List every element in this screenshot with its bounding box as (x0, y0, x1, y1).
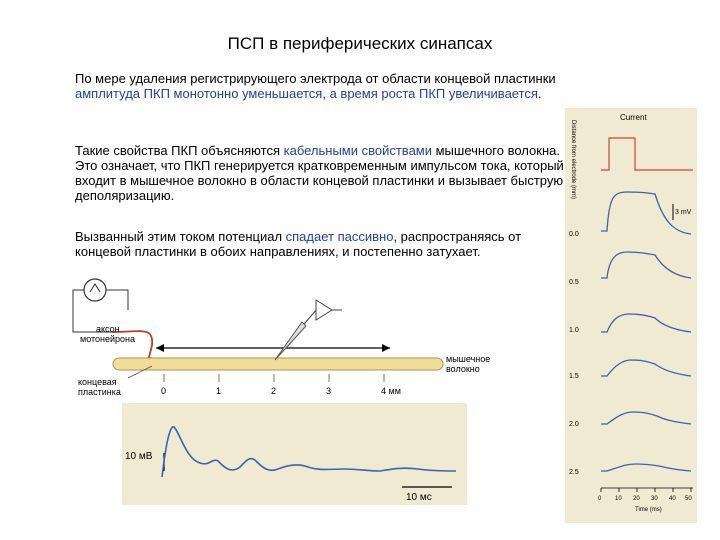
trace-1-5mm (601, 359, 692, 377)
current-pulse (601, 137, 693, 171)
trace-scale-time: 10 мс (406, 492, 432, 503)
p2-highlight-cable: кабельными свойствами (283, 143, 432, 158)
fiber-label-1: мышечное (446, 354, 490, 364)
p2-text-c: мышечного волокна. Это означает, что ПКП… (75, 143, 564, 203)
time-tick-40: 40 (669, 496, 676, 502)
tick-2: 2 (271, 386, 276, 396)
axon-label-1: аксон (96, 324, 120, 334)
current-label: Current (620, 113, 647, 122)
plate-label-2: пластинка (78, 387, 121, 397)
paragraph-passive-decay: Вызванный этим током потенциал спадает п… (75, 229, 565, 259)
distance-label-5: 2.5 (569, 469, 579, 476)
distance-label-4: 2.0 (569, 421, 579, 428)
muscle-fiber (112, 357, 444, 371)
time-tick-0: 0 (598, 496, 602, 502)
trace-1-0mm (601, 313, 692, 333)
stimulator-icon (83, 278, 107, 302)
paragraph-amplitude: По мере удаления регистрирующего электро… (75, 71, 565, 101)
tick-3: 3 (326, 386, 331, 396)
p3-highlight-passive: спадает пассивно (285, 229, 394, 244)
time-tick-10: 10 (615, 496, 622, 502)
fiber-label-2: волокно (446, 364, 480, 374)
p3-text-c: , распространяясь от концевой пластинки … (75, 229, 522, 259)
epp-distance-figure: Distance from electrode (mm) Current 3 m… (565, 108, 697, 523)
trace-background (122, 403, 467, 505)
muscle-fiber-diagram: аксон мотонейрона мышечное волокно конце… (72, 278, 490, 397)
amplifier-icon (315, 299, 333, 321)
plate-label-1: концевая (78, 377, 117, 387)
tick-0: 0 (161, 386, 166, 396)
trace-2-0mm (601, 411, 692, 425)
epp-trace-line (161, 426, 457, 478)
p2-text-a: Такие свойства ПКП объясняются (75, 143, 284, 158)
tick-4mm: 4 мм (381, 386, 401, 396)
tick-1: 1 (216, 386, 221, 396)
epp-trace-panel: 10 мВ 10 мс (122, 403, 467, 505)
p1-text-f: . (537, 86, 542, 101)
time-tick-30: 30 (651, 496, 658, 502)
distance-label-2: 1.0 (569, 327, 579, 334)
distance-label-1: 0.5 (569, 279, 579, 286)
p1-text-c: монотонно уменьшается, а (169, 86, 341, 101)
y-axis-label: Distance from electrode (mm) (570, 120, 576, 199)
axon-label-2: мотонейрона (80, 334, 135, 344)
trace-0-5mm (601, 251, 692, 279)
figure-scale-label: 3 mV (675, 209, 692, 216)
recording-electrode (274, 321, 307, 361)
distance-label-0: 0.0 (569, 231, 579, 238)
p1-highlight-amplitude: амплитуда ПКП (75, 86, 170, 101)
distance-label-3: 1.5 (569, 373, 579, 380)
time-axis-label: Time (ms) (635, 507, 662, 513)
time-tick-50: 50 (685, 496, 692, 502)
figure-background (565, 108, 697, 523)
p1-text-e: увеличивается (445, 86, 538, 101)
p3-text-a: Вызванный этим током потенциал (75, 229, 286, 244)
trace-2-5mm (601, 463, 692, 472)
time-tick-20: 20 (633, 496, 640, 502)
p1-highlight-rise-time: время роста ПКП (340, 86, 446, 101)
paragraph-cable-properties: Такие свойства ПКП объясняются кабельным… (75, 143, 565, 203)
slide-title: ПСП в периферических синапсах (227, 34, 493, 53)
trace-0mm (601, 191, 692, 235)
trace-scale-voltage: 10 мВ (125, 451, 153, 462)
p1-text-a: По мере удаления регистрирующего электро… (75, 71, 556, 86)
